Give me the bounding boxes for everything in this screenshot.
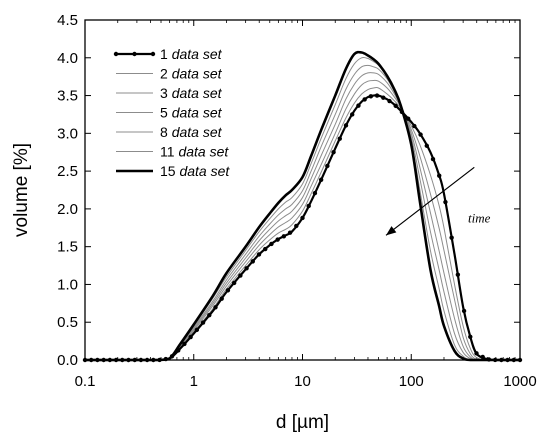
data-point [461,308,467,314]
data-point [294,223,299,229]
time-arrow [385,166,475,236]
legend-label: 8 data set [160,124,223,140]
data-point [443,199,448,205]
data-point [182,341,187,347]
data-point [306,203,311,209]
legend-marker [150,51,156,57]
data-point [331,149,336,155]
x-tick-label: 1000 [503,373,536,390]
legend-marker [113,51,119,57]
data-point [449,235,454,240]
x-tick-label: 10 [294,373,311,390]
data-point [275,237,280,242]
data-point [250,259,255,264]
legend-label: 11 data set [160,144,229,160]
data-point [387,98,392,104]
data-point [231,280,237,286]
series-line-15-data-set [85,50,520,362]
y-tick-label: 0.0 [57,352,78,369]
data-point [200,320,206,325]
x-axis-title: d [µm] [276,412,329,433]
data-point [318,177,324,182]
x-tick-label: 1 [190,373,198,390]
data-point [368,94,374,99]
series-lines [82,50,523,363]
data-point [312,190,318,196]
data-point [468,334,473,339]
data-point [455,272,461,277]
y-tick-label: 0.5 [57,314,78,331]
data-point [219,296,224,301]
data-point [256,252,262,257]
data-point [263,246,268,252]
legend-label: 3 data set [160,85,223,101]
series-markers-1-data-set [82,93,523,363]
data-point [412,123,417,129]
data-point [474,351,479,356]
data-point [480,354,485,360]
data-point [350,112,355,117]
legend-label: 1 data set [160,46,223,62]
series-line-8-data-set [85,64,520,361]
legend-marker [132,51,137,57]
data-point [430,156,436,162]
axis-ticks: 0.1 1 10 100 1000 0.0 0.5 1.0 1.5 2.0 2.5 3.0 3.5 4.0… [57,12,537,390]
time-arrow-head [386,226,397,236]
time-annotation: time [385,166,491,236]
x-tick-label: 100 [399,373,424,390]
legend-label: 5 data set [160,105,223,121]
y-tick-label: 4.5 [57,12,78,29]
legend-label: 2 data set [160,66,223,82]
data-point [362,97,367,102]
y-tick-label: 3.5 [57,88,78,105]
data-point [343,123,349,128]
data-point [213,305,218,310]
y-tick-label: 1.0 [57,276,78,293]
data-point [418,132,423,137]
y-tick-label: 4.0 [57,50,78,67]
y-tick-label: 2.5 [57,163,78,180]
data-point [356,103,361,108]
data-point [405,116,411,121]
y-tick-label: 2.0 [57,201,78,218]
data-point [337,136,342,141]
data-point [424,143,429,148]
legend: 1 data set 2 data set 3 data set 5 data set… [113,46,230,179]
series-line-11-data-set [85,56,520,361]
legend-label: 15 data set [160,163,230,179]
data-point [393,103,398,109]
data-point [194,327,200,333]
time-annotation-label: time [468,210,491,225]
data-point [381,95,386,100]
y-axis-title: volume [%] [11,143,32,237]
data-point [244,266,249,271]
data-point [281,234,287,239]
data-point [300,215,305,221]
y-tick-label: 3.0 [57,125,78,142]
data-point [437,173,442,178]
x-tick-label: 0.1 [75,373,96,390]
data-point [374,93,380,98]
data-point [325,163,330,169]
data-point [238,273,243,278]
data-point [188,334,193,340]
data-point [225,288,231,293]
data-point [207,312,212,318]
data-point [269,241,274,247]
y-tick-label: 1.5 [57,239,78,256]
data-point [287,230,293,235]
